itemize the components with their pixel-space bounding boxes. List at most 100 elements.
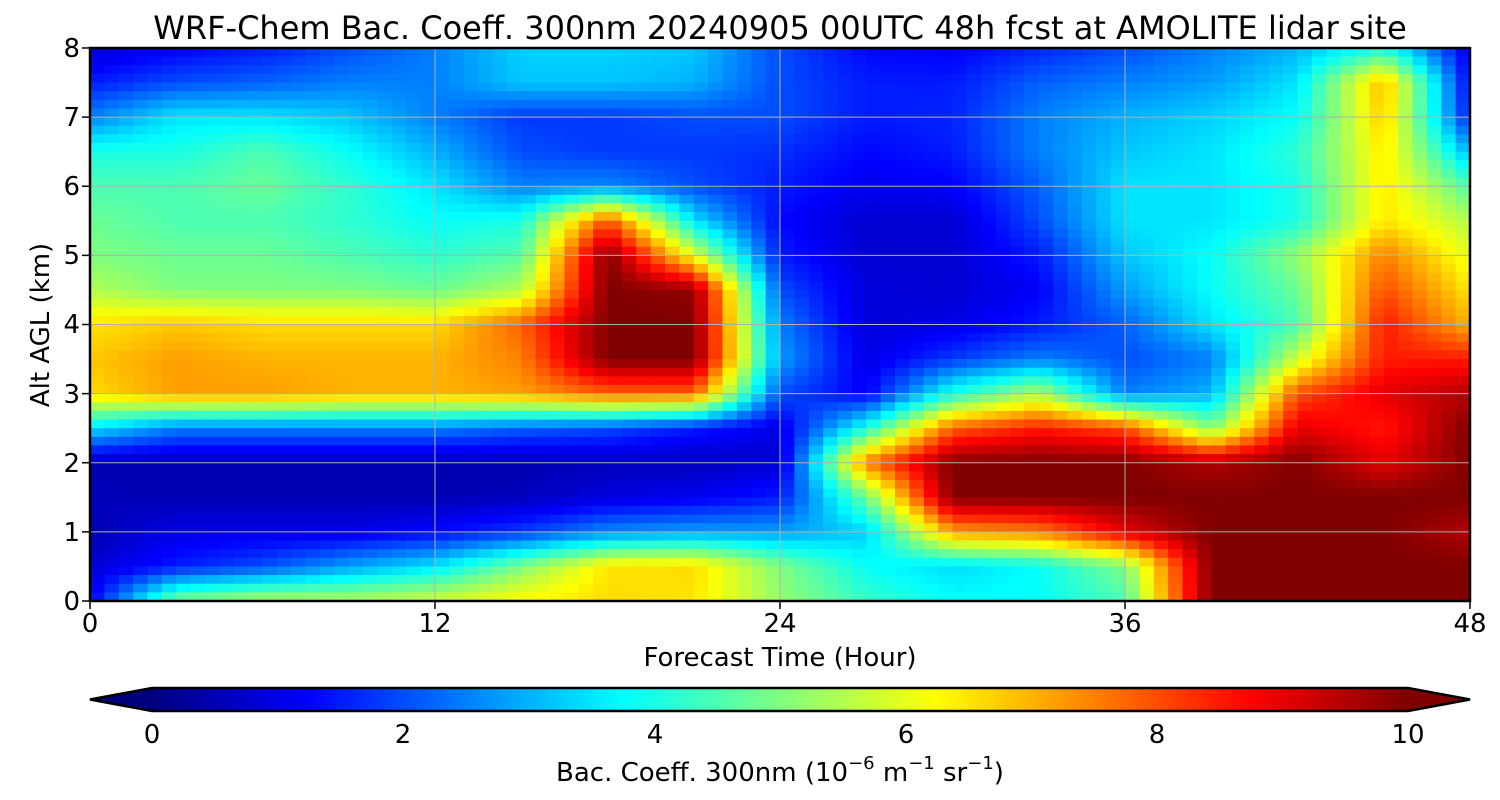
heatmap-cell (535, 488, 551, 498)
heatmap-cell (966, 91, 982, 101)
heatmap-cell (521, 324, 537, 334)
heatmap-cell (665, 82, 680, 92)
heatmap-cell (1053, 480, 1069, 490)
heatmap-cell (607, 238, 623, 248)
heatmap-cell (1110, 160, 1126, 170)
heatmap-cell (449, 160, 465, 170)
heatmap-cell (1053, 108, 1069, 118)
heatmap-cell (823, 281, 839, 291)
heatmap-cell (1038, 462, 1054, 472)
heatmap-cell (923, 462, 939, 472)
heatmap-cell (1081, 134, 1097, 144)
heatmap-cell (722, 289, 738, 300)
heatmap-cell (1383, 376, 1399, 386)
heatmap-cell (363, 402, 379, 412)
heatmap-cell (276, 315, 292, 326)
heatmap-cell (621, 419, 637, 429)
heatmap-cell (1455, 315, 1470, 326)
heatmap-cell (1038, 73, 1054, 84)
heatmap-cell (133, 384, 149, 395)
heatmap-cell (722, 73, 738, 84)
heatmap-cell (161, 108, 177, 118)
heatmap-cell (693, 384, 709, 395)
heatmap-cell (1196, 272, 1212, 282)
heatmap-cell (391, 264, 407, 274)
heatmap-cell (1125, 134, 1140, 144)
heatmap-cell (406, 393, 422, 403)
heatmap-cell (1110, 117, 1126, 127)
heatmap-cell (1426, 246, 1442, 256)
heatmap-cell (794, 419, 810, 429)
heatmap-cell (262, 410, 278, 421)
heatmap-cell (320, 488, 335, 498)
heatmap-cell (1383, 341, 1399, 352)
heatmap-cell (118, 125, 134, 136)
heatmap-cell (492, 315, 508, 326)
heatmap-cell (1240, 315, 1255, 326)
heatmap-cell (262, 91, 278, 101)
heatmap-cell (895, 246, 910, 256)
heatmap-cell (1283, 48, 1299, 58)
heatmap-cell (478, 125, 494, 136)
heatmap-cell (133, 186, 149, 196)
heatmap-cell (176, 384, 192, 395)
heatmap-cell (794, 203, 810, 213)
heatmap-cell (248, 238, 264, 248)
heatmap-cell (765, 56, 781, 66)
heatmap-cell (679, 117, 695, 127)
heatmap-cell (377, 393, 393, 403)
heatmap-cell (665, 246, 680, 256)
heatmap-cell (420, 402, 436, 412)
heatmap-cell (1268, 91, 1284, 101)
heatmap-cell (736, 419, 752, 429)
heatmap-cell (1441, 454, 1457, 464)
heatmap-cell (866, 402, 882, 412)
heatmap-cell (607, 125, 623, 136)
heatmap-cell (938, 281, 954, 291)
heatmap-cell (176, 324, 192, 334)
heatmap-cell (650, 212, 666, 222)
heatmap-cell (1182, 194, 1198, 205)
heatmap-cell (391, 194, 407, 205)
heatmap-cell (1038, 125, 1054, 136)
heatmap-cell (665, 186, 680, 196)
heatmap-cell (377, 91, 393, 101)
heatmap-cell (449, 255, 465, 265)
heatmap-cell (823, 264, 839, 274)
heatmap-cell (334, 194, 350, 205)
heatmap-cell (233, 108, 249, 118)
heatmap-cell (1355, 91, 1370, 101)
heatmap-cell (607, 428, 623, 438)
heatmap-cell (276, 108, 292, 118)
heatmap-cell (837, 238, 853, 248)
heatmap-cell (406, 289, 422, 300)
heatmap-cell (1110, 203, 1126, 213)
heatmap-cell (621, 82, 637, 92)
heatmap-cell (1283, 393, 1299, 403)
heatmap-cell (1081, 410, 1097, 421)
heatmap-cell (1110, 143, 1126, 153)
heatmap-cell (1398, 462, 1414, 472)
heatmap-cell (1081, 324, 1097, 334)
heatmap-cell (722, 168, 738, 179)
heatmap-cell (1283, 402, 1299, 412)
heatmap-cell (535, 341, 551, 352)
heatmap-cell (808, 445, 824, 455)
heatmap-cell (420, 359, 436, 369)
heatmap-cell (636, 298, 652, 308)
heatmap-cell (1311, 255, 1327, 265)
heatmap-cell (1268, 376, 1284, 386)
heatmap-cell (1139, 177, 1155, 187)
heatmap-cell (665, 272, 680, 282)
heatmap-cell (1110, 56, 1126, 66)
heatmap-cell (1369, 272, 1385, 282)
heatmap-cell (765, 143, 781, 153)
heatmap-cell (1340, 402, 1356, 412)
heatmap-cell (535, 376, 551, 386)
heatmap-cell (1268, 73, 1284, 84)
heatmap-cell (377, 350, 393, 360)
heatmap-cell (952, 151, 968, 161)
heatmap-cell (118, 298, 134, 308)
heatmap-cell (1010, 436, 1025, 447)
heatmap-cell (377, 298, 393, 308)
